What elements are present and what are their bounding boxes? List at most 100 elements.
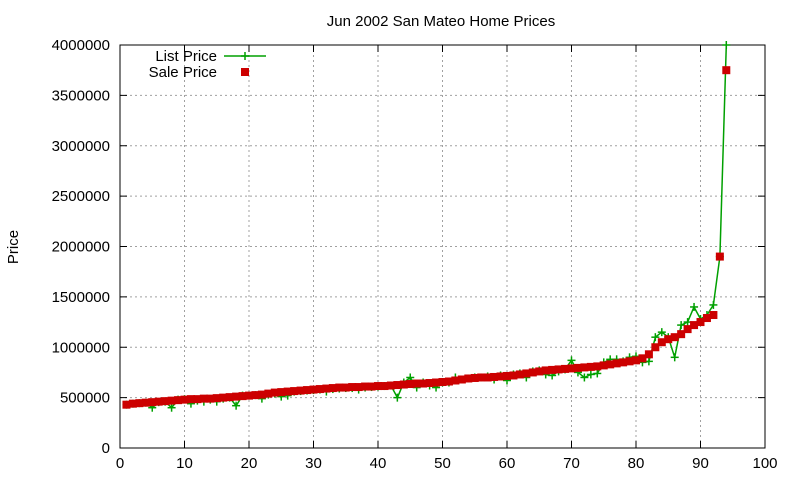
legend-label-sale-price: Sale Price: [149, 64, 217, 81]
data-point-sale-price: [464, 374, 473, 383]
data-point-sale-price: [548, 365, 557, 374]
data-point-sale-price: [586, 362, 595, 371]
data-point-sale-price: [380, 382, 389, 391]
data-point-sale-price: [270, 388, 279, 397]
data-point-sale-price: [122, 400, 131, 409]
data-point-sale-price: [180, 395, 189, 404]
data-point-sale-price: [573, 363, 582, 372]
legend-marker: [241, 68, 249, 76]
data-point-sale-price: [612, 359, 621, 368]
data-point-sale-price: [606, 360, 615, 369]
data-point-sale-price: [361, 382, 370, 391]
data-point-sale-price: [599, 361, 608, 370]
x-tick-label: 60: [499, 455, 516, 472]
data-point-sale-price: [696, 318, 705, 327]
data-point-sale-price: [683, 325, 692, 334]
data-point-sale-price: [515, 370, 524, 379]
data-point-sale-price: [193, 395, 202, 404]
data-point-sale-price: [715, 252, 724, 261]
data-point-sale-price: [477, 373, 486, 382]
data-point-sale-price: [128, 399, 137, 408]
y-tick-label: 2000000: [52, 239, 110, 256]
y-tick-label: 1500000: [52, 289, 110, 306]
data-point-sale-price: [367, 382, 376, 391]
y-tick-label: 4000000: [52, 37, 110, 54]
data-point-sale-price: [438, 378, 447, 387]
data-point-sale-price: [174, 396, 183, 405]
data-point-sale-price: [419, 379, 428, 388]
data-point-sale-price: [406, 380, 415, 389]
x-tick-label: 30: [305, 455, 322, 472]
data-point-sale-price: [554, 365, 563, 374]
y-axis-label: Price: [5, 230, 22, 264]
series-sale-price: [122, 66, 731, 409]
data-point-sale-price: [638, 354, 647, 363]
legend-label-list-price: List Price: [155, 48, 217, 65]
data-point-sale-price: [161, 397, 170, 406]
data-point-sale-price: [354, 383, 363, 392]
data-point-sale-price: [374, 382, 382, 391]
data-point-sale-price: [386, 381, 395, 390]
data-point-sale-price: [541, 366, 550, 375]
x-tick-label: 20: [241, 455, 258, 472]
x-tick-label: 50: [434, 455, 451, 472]
y-tick-label: 2500000: [52, 188, 110, 205]
data-point-sale-price: [657, 338, 666, 347]
x-tick-label: 40: [370, 455, 387, 472]
data-point-sale-price: [296, 386, 305, 395]
grid: [120, 45, 765, 448]
data-point-sale-price: [393, 381, 402, 390]
data-point-sale-price: [509, 371, 518, 380]
data-point-sale-price: [328, 384, 337, 393]
data-point-sale-price: [277, 388, 286, 397]
data-point-sale-price: [238, 392, 247, 401]
data-point-sale-price: [425, 379, 434, 388]
data-point-sale-price: [619, 358, 628, 367]
data-point-sale-price: [399, 380, 408, 389]
data-point-sale-price: [690, 321, 699, 330]
data-point-sale-price: [335, 383, 344, 392]
data-point-sale-price: [709, 311, 718, 320]
data-point-sale-price: [528, 368, 537, 377]
data-point-sale-price: [567, 364, 576, 373]
data-point-sale-price: [212, 394, 221, 403]
data-point-sale-price: [303, 386, 312, 395]
data-point-sale-price: [141, 398, 150, 407]
legend-key-sale-price: [241, 68, 249, 76]
data-point-sale-price: [432, 378, 441, 387]
data-point-sale-price: [664, 335, 673, 344]
data-point-sale-price: [444, 377, 453, 386]
y-tick-label: 3000000: [52, 138, 110, 155]
data-point-sale-price: [251, 391, 260, 400]
data-point-sale-price: [535, 367, 544, 376]
x-tick-label: 10: [176, 455, 193, 472]
data-point-sale-price: [348, 383, 357, 392]
data-point-sale-price: [561, 364, 570, 373]
data-point-sale-price: [702, 314, 711, 323]
data-point-sale-price: [264, 389, 273, 398]
data-point-sale-price: [199, 394, 208, 403]
data-point-sale-price: [206, 394, 215, 403]
x-tick-label: 100: [752, 455, 777, 472]
data-point-sale-price: [490, 372, 499, 381]
data-point-sale-price: [154, 397, 163, 406]
data-point-sale-price: [283, 387, 292, 396]
data-point-sale-price: [412, 379, 421, 388]
data-point-sale-price: [135, 399, 144, 408]
series-layer: [122, 41, 731, 412]
data-point-sale-price: [257, 390, 266, 399]
data-point-sale-price: [670, 333, 679, 342]
data-point-sale-price: [457, 375, 466, 384]
data-point-sale-price: [341, 383, 350, 392]
legend-key-list-price: [224, 52, 266, 60]
axis-ticks: 0 10 20 30 40 50 60 70 80 90 100 0 500000 1000000 1500…: [52, 37, 778, 472]
y-tick-label: 3500000: [52, 87, 110, 104]
data-point-sale-price: [290, 387, 299, 396]
data-point-sale-price: [470, 373, 479, 382]
y-tick-label: 1000000: [52, 339, 110, 356]
data-point-sale-price: [644, 350, 653, 359]
x-tick-label: 90: [692, 455, 709, 472]
data-point-sale-price: [722, 66, 731, 75]
data-point-sale-price: [522, 369, 531, 378]
